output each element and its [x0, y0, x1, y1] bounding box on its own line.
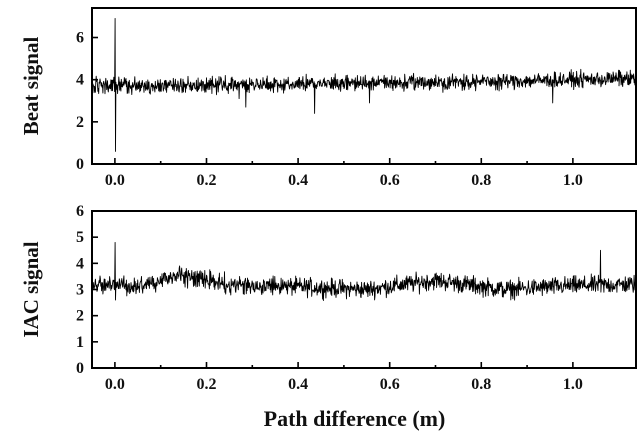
x-tick-label: 0.6: [380, 172, 400, 189]
y-tick-label: 6: [76, 30, 84, 47]
y-tick-label: 2: [76, 114, 84, 131]
y-axis-label: IAC signal: [19, 241, 43, 337]
signal-trace: [93, 241, 635, 301]
y-tick-label: 5: [76, 229, 84, 246]
y-axis-label: Beat signal: [19, 37, 43, 136]
y-tick-label: 4: [76, 72, 84, 89]
x-tick-label: 0.6: [380, 376, 400, 393]
x-axis-label: Path difference (m): [264, 406, 446, 431]
x-tick-label: 1.0: [563, 376, 583, 393]
y-tick-label: 4: [76, 255, 84, 272]
y-tick-label: 0: [76, 360, 84, 377]
x-tick-label: 1.0: [563, 172, 583, 189]
x-tick-label: 0.8: [471, 172, 491, 189]
x-tick-label: 0.0: [105, 376, 125, 393]
x-tick-label: 0.2: [196, 172, 216, 189]
beat-signal-panel: 0.0 0.2 0.4 0.6 0.8 1.0 0 2 4 6 Beat signal: [19, 7, 637, 189]
y-tick-label: 0: [76, 156, 84, 173]
y-tick-label: 3: [76, 282, 84, 299]
x-tick-label: 0.8: [471, 376, 491, 393]
signal-trace: [93, 18, 635, 152]
x-tick-label: 0.0: [105, 172, 125, 189]
x-tick-label: 0.4: [288, 172, 308, 189]
y-tick-label: 6: [76, 203, 84, 220]
y-tick-label: 2: [76, 308, 84, 325]
x-tick-label: 0.2: [196, 376, 216, 393]
y-tick-label: 1: [76, 334, 84, 351]
x-tick-label: 0.4: [288, 376, 308, 393]
plot-frame: [91, 7, 637, 165]
iac-signal-panel: 0.0 0.2 0.4 0.6 0.8 1.0 0 1 2 3 4 5 6 IAC signal Path …: [19, 203, 637, 431]
